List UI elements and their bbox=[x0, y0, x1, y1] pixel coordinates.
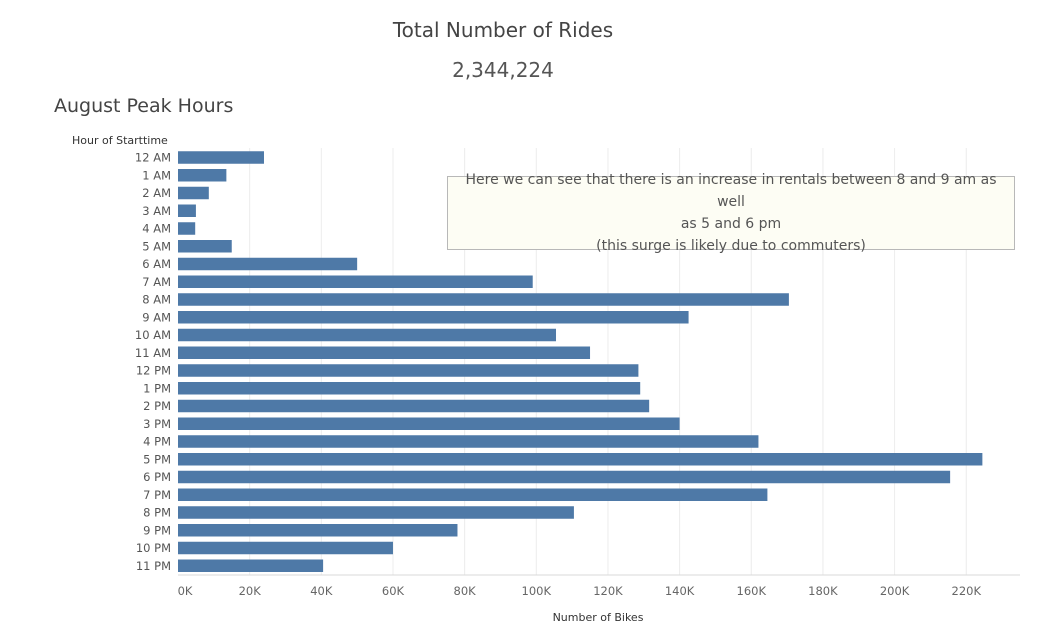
y-tick-label: 5 AM bbox=[142, 239, 171, 253]
y-tick-label: 3 AM bbox=[142, 204, 171, 218]
bar[interactable] bbox=[178, 169, 227, 182]
x-tick-label: 80K bbox=[454, 584, 477, 598]
bar[interactable] bbox=[178, 257, 358, 271]
y-tick-label: 7 AM bbox=[142, 275, 171, 289]
y-tick-label: 5 PM bbox=[143, 452, 171, 466]
kpi-title: Total Number of Rides bbox=[392, 18, 614, 42]
bar[interactable] bbox=[178, 328, 557, 342]
bar[interactable] bbox=[178, 506, 574, 519]
y-tick-label: 10 PM bbox=[136, 541, 171, 555]
y-tick-label: 2 PM bbox=[143, 399, 171, 413]
y-tick-label: 12 AM bbox=[135, 151, 171, 165]
y-tick-label: 2 AM bbox=[142, 186, 171, 200]
y-tick-label: 3 PM bbox=[143, 417, 171, 431]
x-tick-label: 60K bbox=[382, 584, 405, 598]
x-tick-labels: 0K 20K 40K 60K 80K 100K 120K 140K 160K 180K 200K 22… bbox=[178, 584, 982, 598]
bar[interactable] bbox=[178, 240, 232, 253]
y-tick-label: 12 PM bbox=[136, 364, 171, 378]
chart-title: August Peak Hours bbox=[54, 95, 234, 117]
bar[interactable] bbox=[178, 293, 789, 306]
bar[interactable] bbox=[178, 151, 264, 164]
x-tick-label: 20K bbox=[239, 584, 262, 598]
annotation-text: Here we can see that there is an increas… bbox=[465, 172, 997, 254]
bar[interactable] bbox=[178, 311, 689, 324]
y-tick-label: 4 PM bbox=[143, 435, 171, 449]
kpi-value: 2,344,224 bbox=[452, 58, 554, 82]
x-tick-label: 100K bbox=[522, 584, 552, 598]
y-tick-labels: 12 AM 1 AM 2 AM 3 AM 4 AM 5 AM 6 AM 7 AM 8 AM 9 A… bbox=[135, 151, 171, 573]
bar[interactable] bbox=[178, 541, 393, 555]
bar[interactable] bbox=[178, 559, 324, 573]
annotation-box: Here we can see that there is an increas… bbox=[447, 172, 1015, 254]
y-tick-label: 1 PM bbox=[143, 381, 171, 395]
x-tick-label: 120K bbox=[593, 584, 623, 598]
y-axis-header: Hour of Starttime bbox=[72, 134, 168, 147]
x-tick-label: 40K bbox=[310, 584, 333, 598]
x-tick-label: 220K bbox=[952, 584, 982, 598]
bar[interactable] bbox=[178, 364, 639, 377]
y-tick-label: 8 PM bbox=[143, 506, 171, 520]
y-tick-label: 6 PM bbox=[143, 470, 171, 484]
bar[interactable] bbox=[178, 453, 983, 466]
y-tick-label: 6 AM bbox=[142, 257, 171, 271]
bars bbox=[178, 151, 983, 573]
bar[interactable] bbox=[178, 275, 533, 289]
bar[interactable] bbox=[178, 417, 680, 431]
y-tick-label: 11 AM bbox=[135, 346, 171, 360]
y-tick-label: 9 PM bbox=[143, 523, 171, 537]
y-tick-label: 1 AM bbox=[142, 168, 171, 182]
bar[interactable] bbox=[178, 470, 951, 484]
y-tick-label: 9 AM bbox=[142, 310, 171, 324]
x-tick-label: 160K bbox=[737, 584, 767, 598]
bar[interactable] bbox=[178, 222, 196, 235]
bar[interactable] bbox=[178, 186, 209, 200]
bar[interactable] bbox=[178, 435, 759, 448]
y-tick-label: 11 PM bbox=[136, 559, 171, 573]
x-tick-label: 0K bbox=[178, 584, 193, 598]
bar[interactable] bbox=[178, 204, 196, 218]
x-tick-label: 180K bbox=[808, 584, 838, 598]
y-tick-label: 4 AM bbox=[142, 222, 171, 236]
y-tick-label: 8 AM bbox=[142, 293, 171, 307]
y-tick-label: 7 PM bbox=[143, 488, 171, 502]
y-tick-label: 10 AM bbox=[135, 328, 171, 342]
x-axis-title: Number of Bikes bbox=[552, 611, 644, 624]
bar[interactable] bbox=[178, 382, 641, 395]
bar[interactable] bbox=[178, 524, 458, 537]
bar[interactable] bbox=[178, 488, 768, 502]
x-tick-label: 140K bbox=[665, 584, 695, 598]
bar[interactable] bbox=[178, 399, 650, 413]
x-tick-label: 200K bbox=[880, 584, 910, 598]
bar[interactable] bbox=[178, 346, 591, 360]
